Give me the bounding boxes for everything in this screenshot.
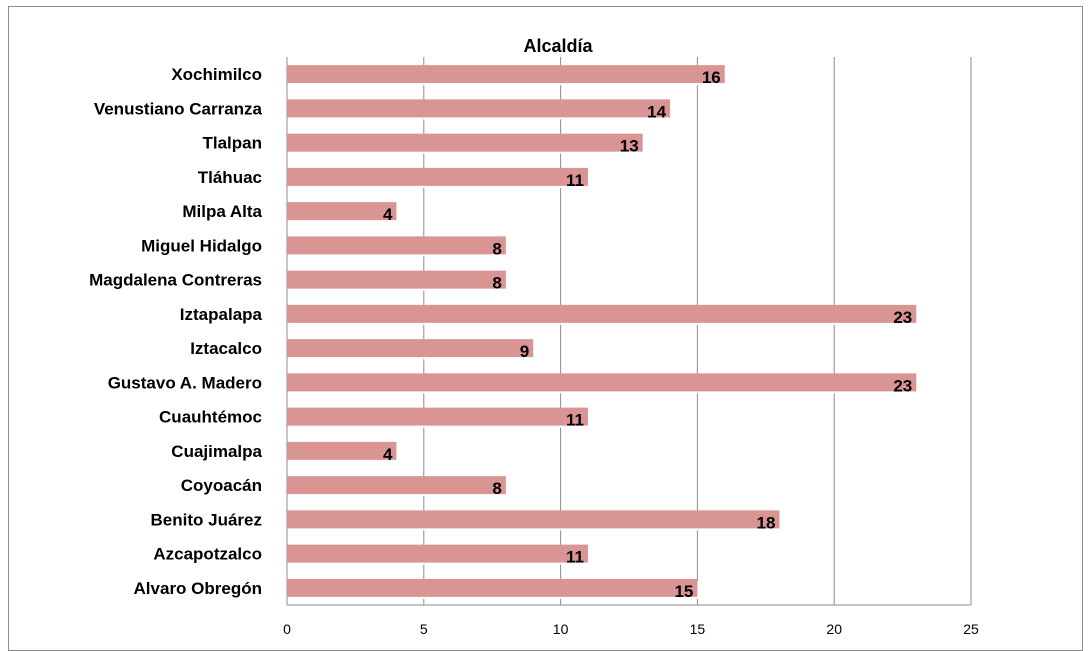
bar: [287, 304, 917, 323]
bar: [287, 373, 917, 392]
chart-title: Alcaldía: [523, 36, 593, 56]
x-tick-label: 20: [826, 621, 842, 637]
category-label: Tláhuac: [198, 168, 262, 187]
x-tick-label: 15: [690, 621, 706, 637]
data-labels: 15 11 18 8 4 11 23 9 23 8 8 4 11 13 14 16: [383, 68, 912, 601]
bar: [287, 167, 588, 186]
category-label: Xochimilco: [171, 65, 262, 84]
bar: [287, 578, 698, 597]
category-label: Coyoacán: [181, 476, 262, 495]
bar: [287, 339, 534, 358]
data-label: 8: [492, 479, 501, 498]
category-label: Iztacalco: [190, 339, 262, 358]
data-label: 23: [893, 308, 912, 327]
data-label: 9: [520, 342, 529, 361]
category-label: Milpa Alta: [182, 202, 262, 221]
bar: [287, 441, 397, 460]
bar: [287, 407, 588, 426]
x-tick-label: 25: [963, 621, 979, 637]
category-label: Tlalpan: [202, 134, 262, 153]
data-label: 13: [620, 137, 639, 156]
data-label: 18: [757, 513, 776, 532]
bar: [287, 133, 643, 152]
bar: [287, 202, 397, 221]
data-label: 11: [566, 548, 584, 567]
x-axis-ticks: 0 5 10 15 20 25: [283, 621, 979, 637]
category-label: Magdalena Contreras: [89, 271, 262, 290]
x-tick-label: 10: [553, 621, 569, 637]
data-label: 4: [383, 205, 393, 224]
bar: [287, 99, 671, 118]
data-label: 14: [647, 102, 666, 121]
bar: [287, 270, 506, 289]
data-label: 11: [566, 411, 584, 430]
category-label: Cuajimalpa: [171, 442, 262, 461]
data-label: 15: [674, 582, 693, 601]
bar: [287, 476, 506, 495]
bar: [287, 65, 725, 84]
category-label: Venustiano Carranza: [94, 99, 263, 118]
data-label: 16: [702, 68, 721, 87]
bar: [287, 510, 780, 529]
data-label: 11: [566, 171, 584, 190]
data-label: 8: [492, 239, 501, 258]
category-label: Cuauhtémoc: [159, 408, 262, 427]
category-label: Gustavo A. Madero: [108, 373, 262, 392]
data-label: 4: [383, 445, 393, 464]
category-label: Miguel Hidalgo: [141, 236, 262, 255]
bar: [287, 236, 506, 255]
category-labels: Alvaro Obregón Azcapotzalco Benito Juárez C…: [89, 65, 262, 598]
category-label: Iztapalapa: [180, 305, 263, 324]
bars: [287, 65, 919, 599]
x-tick-label: 0: [283, 621, 291, 637]
category-label: Azcapotzalco: [153, 545, 262, 564]
data-label: 23: [893, 376, 912, 395]
category-label: Benito Juárez: [151, 510, 262, 529]
data-label: 8: [492, 274, 501, 293]
bar: [287, 544, 588, 563]
category-label: Alvaro Obregón: [134, 579, 262, 598]
x-tick-label: 5: [420, 621, 428, 637]
